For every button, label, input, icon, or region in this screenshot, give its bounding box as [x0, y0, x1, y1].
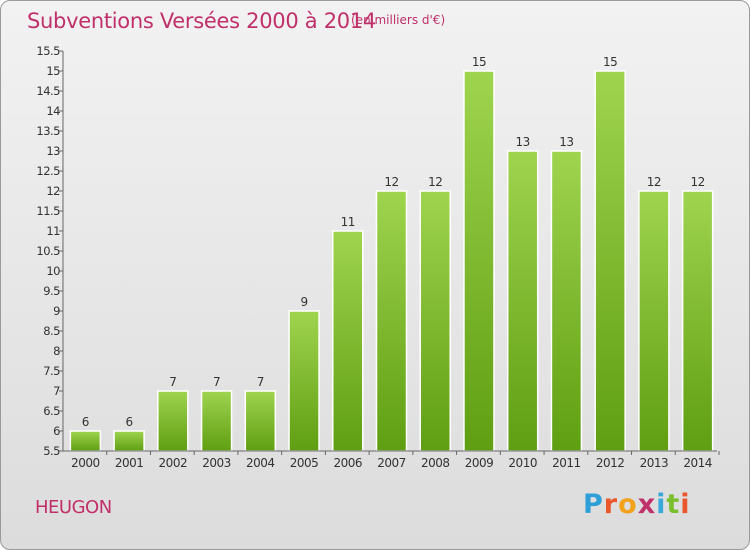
bar — [288, 310, 320, 452]
y-tick-label: 10.5 — [36, 244, 60, 258]
bar-value-label: 12 — [428, 175, 442, 189]
y-tick-label: 13.5 — [36, 124, 60, 138]
x-axis: 2000 2001 2002 2003 2004 2005 2006 2007 2008 2009… — [63, 450, 720, 470]
x-tick-label: 2011 — [552, 456, 581, 470]
logo-letter: i — [680, 489, 691, 520]
logo-letter: t — [666, 489, 681, 520]
bar — [681, 190, 714, 452]
bar-value-label: 15 — [472, 55, 486, 69]
y-tick-label: 8.5 — [43, 324, 60, 338]
y-tick-label: 9.5 — [43, 284, 60, 298]
x-tick-label: 2012 — [596, 456, 625, 470]
bar-value-label: 7 — [169, 375, 176, 389]
bar-value-label: 12 — [647, 175, 661, 189]
bar-value-label: 7 — [257, 375, 264, 389]
logo-letter: o — [618, 489, 638, 520]
bar — [113, 430, 145, 452]
x-tick-label: 2010 — [508, 456, 537, 470]
bar-value-label: 11 — [341, 215, 355, 229]
y-tick-label: 15 — [46, 64, 60, 78]
y-tick-label: 14 — [46, 104, 60, 118]
bar — [419, 190, 451, 452]
bar-value-label: 12 — [384, 175, 398, 189]
bar-value-label: 12 — [690, 175, 704, 189]
x-tick-label: 2003 — [202, 456, 231, 470]
bar — [244, 390, 277, 452]
x-tick-label: 2007 — [377, 456, 406, 470]
bar-value-label: 9 — [300, 295, 307, 309]
y-tick-label: 7 — [53, 384, 60, 398]
bar-value-label: 13 — [559, 135, 573, 149]
x-tick-label: 2004 — [246, 456, 275, 470]
bar-value-label: 7 — [213, 375, 220, 389]
x-tick-label: 2001 — [115, 456, 144, 470]
bar-value-label: 6 — [82, 415, 89, 429]
y-tick-label: 9 — [53, 304, 60, 318]
bar — [69, 430, 102, 452]
y-tick-label: 8 — [53, 344, 60, 358]
bar-value-label: 15 — [603, 55, 617, 69]
logo-letter: P — [583, 489, 604, 520]
y-tick-label: 13 — [46, 144, 60, 158]
commune-name: HEUGON — [35, 497, 112, 518]
bar — [594, 70, 626, 452]
bar — [375, 190, 408, 452]
bar — [550, 150, 583, 452]
x-tick-label: 2013 — [640, 456, 669, 470]
logo-letter: i — [656, 489, 667, 520]
y-axis: 5.5 6 6.5 7 7.5 8 8.5 9 9.5 10 10.5 11 11.5 12 12.5 13 1… — [36, 44, 64, 458]
y-tick-label: 7.5 — [43, 364, 60, 378]
bars-group: 6 6 7 7 7 9 11 12 12 15 13 13 15 12 12 — [69, 55, 714, 452]
chart-title: Subventions Versées 2000 à 2014 — [27, 9, 376, 33]
y-tick-label: 12 — [46, 184, 60, 198]
bar — [463, 70, 495, 452]
bar — [332, 230, 364, 452]
x-tick-label: 2009 — [465, 456, 494, 470]
x-tick-label: 2005 — [290, 456, 319, 470]
x-tick-label: 2008 — [421, 456, 450, 470]
y-tick-label: 6.5 — [43, 404, 60, 418]
x-tick-label: 2006 — [333, 456, 362, 470]
y-tick-label: 12.5 — [36, 164, 60, 178]
y-tick-label: 6 — [53, 424, 60, 438]
y-tick-label: 5.5 — [43, 444, 60, 458]
x-tick-label: 2014 — [683, 456, 712, 470]
chart-unit: (en milliers d'€) — [351, 13, 446, 27]
bar-value-label: 6 — [126, 415, 133, 429]
bar — [200, 390, 233, 452]
y-tick-label: 10 — [46, 264, 60, 278]
y-tick-label: 15.5 — [36, 44, 60, 58]
bar — [157, 390, 189, 452]
proxiti-logo: Proxiti — [583, 489, 691, 520]
bar — [638, 190, 670, 452]
y-tick-label: 11.5 — [36, 204, 60, 218]
x-tick-label: 2000 — [71, 456, 100, 470]
bar — [506, 150, 539, 452]
logo-letter: r — [603, 489, 619, 520]
y-tick-label: 11 — [46, 224, 60, 238]
y-tick-label: 14.5 — [36, 84, 60, 98]
bar-value-label: 13 — [516, 135, 530, 149]
x-tick-label: 2002 — [159, 456, 188, 470]
logo-letter: x — [637, 489, 657, 520]
